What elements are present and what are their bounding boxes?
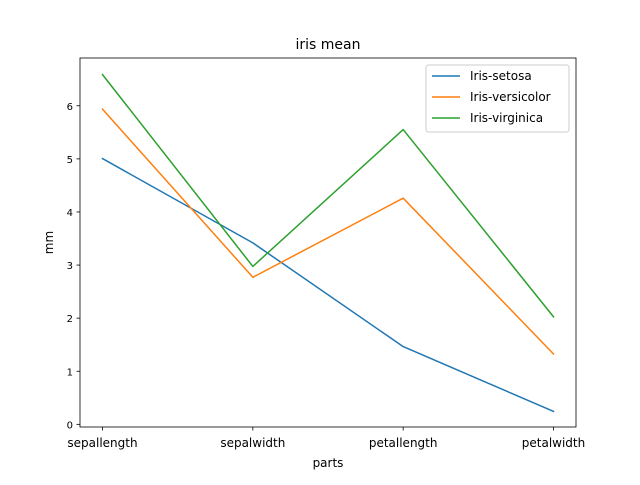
y-tick-label: 0 (67, 420, 73, 431)
legend-label: Iris-virginica (470, 111, 543, 125)
legend-frame (425, 64, 570, 133)
plot-area (101, 73, 555, 413)
x-tick-label: sepalwidth (220, 436, 285, 450)
x-axis-label: parts (313, 456, 344, 470)
y-tick-label: 6 (67, 102, 73, 113)
y-axis: 0 1 2 3 4 5 6 (67, 102, 80, 431)
y-axis-label: mm (42, 231, 56, 254)
x-tick-label: petalwidth (522, 436, 585, 450)
y-tick-label: 5 (67, 155, 73, 166)
axes-frame (79, 57, 577, 428)
legend-label: Iris-versicolor (470, 90, 551, 104)
y-tick-label: 3 (67, 261, 73, 272)
chart-title: iris mean (296, 37, 361, 53)
y-tick-label: 2 (67, 314, 73, 325)
x-tick-label: petallength (369, 436, 438, 450)
series-line-iris-versicolor (101, 108, 555, 356)
x-axis: sepallength sepalwidth petallength petalwid… (67, 427, 585, 450)
legend-label: Iris-setosa (470, 69, 532, 83)
legend: Iris-setosa Iris-versicolor Iris-virginica (425, 64, 570, 133)
series-line-iris-setosa (101, 157, 555, 413)
y-tick-label: 1 (67, 367, 73, 378)
x-tick-label: sepallength (67, 436, 137, 450)
series-line-iris-virginica (101, 73, 555, 318)
y-tick-label: 4 (67, 208, 73, 219)
